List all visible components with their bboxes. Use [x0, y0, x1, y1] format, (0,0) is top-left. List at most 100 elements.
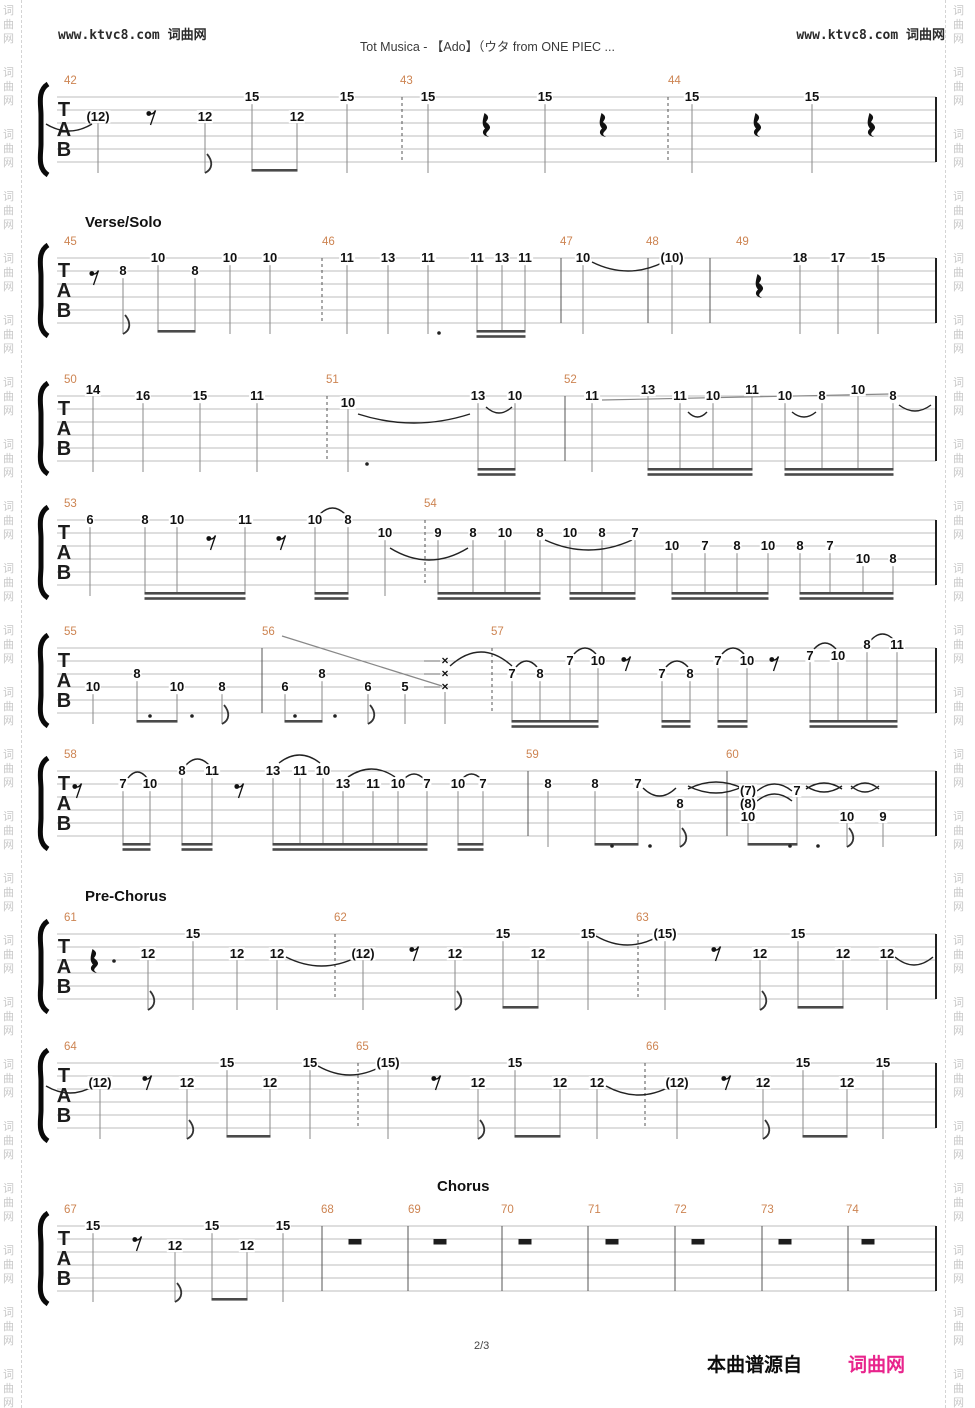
watermark-char: 网 — [3, 1149, 14, 1161]
watermark-char: 词 — [953, 1121, 964, 1133]
tie-slur — [317, 1065, 383, 1076]
watermark-char: 曲 — [3, 453, 14, 465]
right-dotted-border — [945, 0, 946, 1408]
eighth-rest-icon — [135, 1236, 143, 1252]
watermark-char: 网 — [953, 839, 964, 851]
watermark-char: 词 — [3, 439, 14, 451]
whole-rest-icon — [518, 1239, 532, 1245]
eighth-rest-icon — [711, 947, 717, 952]
tie-slur — [185, 758, 210, 766]
watermark-char: 网 — [953, 653, 964, 665]
song-title: Tot Musica - 【Ado】（ウタ from ONE PIEC ... — [360, 40, 615, 54]
tie-slur — [805, 785, 843, 793]
eighth-flag-icon — [186, 1119, 195, 1140]
watermark-char: 网 — [953, 1335, 964, 1347]
watermark-char: 网 — [3, 343, 14, 355]
tie-slur — [665, 660, 689, 668]
tie-slur — [461, 773, 482, 780]
watermark-char: 曲 — [3, 329, 14, 341]
watermark-char: 网 — [3, 901, 14, 913]
watermark-char: 曲 — [953, 1135, 964, 1147]
beam — [717, 720, 748, 723]
eighth-flag-icon — [204, 153, 213, 174]
watermark-char: 词 — [953, 1307, 964, 1319]
watermark-char: 网 — [953, 529, 964, 541]
watermark-char: 曲 — [3, 763, 14, 775]
watermark-char: 网 — [953, 963, 964, 975]
watermark-char: 网 — [3, 963, 14, 975]
watermark-char: 词 — [953, 1245, 964, 1257]
watermark-char: 网 — [953, 467, 964, 479]
beam — [802, 1135, 848, 1138]
watermark-char: 词 — [3, 563, 14, 575]
watermark-char: 曲 — [3, 1383, 14, 1395]
eighth-rest-icon — [772, 656, 780, 672]
watermark-char: 网 — [3, 653, 14, 665]
beam — [284, 720, 323, 723]
eighth-rest-icon — [145, 1075, 153, 1091]
watermark-char: 曲 — [953, 1197, 964, 1209]
tie-slur — [389, 547, 469, 561]
watermark-char: 曲 — [953, 949, 964, 961]
tie-slur — [721, 647, 745, 655]
watermark-char: 曲 — [3, 143, 14, 155]
beam — [747, 843, 798, 846]
watermark-char: 曲 — [3, 1197, 14, 1209]
watermark-char: 网 — [3, 1087, 14, 1099]
staff-bracket-icon — [37, 1210, 50, 1307]
quarter-rest-icon — [867, 113, 876, 137]
watermark-char: 曲 — [3, 205, 14, 217]
eighth-rest-icon — [769, 657, 775, 662]
footer-source: 本曲谱源自 词曲网 — [707, 1350, 905, 1377]
beam — [181, 843, 213, 846]
beam — [477, 473, 516, 476]
watermark-char: 曲 — [953, 1011, 964, 1023]
beam — [647, 473, 753, 476]
watermark-char: 曲 — [953, 887, 964, 899]
beam — [569, 597, 636, 600]
whole-rest-icon — [348, 1239, 362, 1245]
slide-line — [601, 393, 891, 401]
watermark-char: 词 — [3, 253, 14, 265]
eighth-rest-icon — [621, 657, 627, 662]
watermark-char: 曲 — [3, 267, 14, 279]
watermark-char: 词 — [953, 811, 964, 823]
eighth-rest-icon — [714, 946, 722, 962]
beam — [511, 725, 599, 728]
watermark-char: 网 — [3, 715, 14, 727]
watermark-char: 网 — [3, 1025, 14, 1037]
watermark-char: 词 — [953, 563, 964, 575]
beam — [144, 592, 246, 595]
watermark-char: 曲 — [3, 391, 14, 403]
tie-slur — [870, 633, 895, 641]
page-number: 2/3 — [474, 1340, 490, 1352]
watermark-char: 词 — [3, 1059, 14, 1071]
beam — [671, 592, 769, 595]
header-right-site-url: www.ktvc8.com 词曲网 — [796, 28, 945, 43]
dot — [816, 844, 820, 848]
eighth-flag-icon — [477, 1119, 486, 1140]
beam — [457, 843, 484, 846]
watermark-char: 曲 — [953, 329, 964, 341]
watermark-char: 词 — [3, 1121, 14, 1133]
watermark-char: 曲 — [3, 1073, 14, 1085]
beam — [314, 592, 349, 595]
watermark-char: 网 — [3, 281, 14, 293]
watermark-char: 网 — [3, 529, 14, 541]
watermark-char: 词 — [953, 439, 964, 451]
quarter-rest-icon — [755, 274, 764, 298]
watermark-char: 曲 — [953, 1073, 964, 1085]
beam — [784, 473, 894, 476]
watermark-char: 曲 — [3, 825, 14, 837]
eighth-rest-icon — [149, 110, 157, 126]
watermark-char: 网 — [953, 281, 964, 293]
watermark-char: 曲 — [953, 701, 964, 713]
whole-rest-icon — [691, 1239, 705, 1245]
watermark-char: 词 — [3, 67, 14, 79]
quarter-rest-icon — [90, 949, 99, 973]
beam — [314, 597, 349, 600]
watermark-char: 曲 — [953, 1321, 964, 1333]
beam — [251, 169, 298, 172]
footer-site-name[interactable]: 词曲网 — [848, 1355, 906, 1376]
beam — [437, 597, 541, 600]
